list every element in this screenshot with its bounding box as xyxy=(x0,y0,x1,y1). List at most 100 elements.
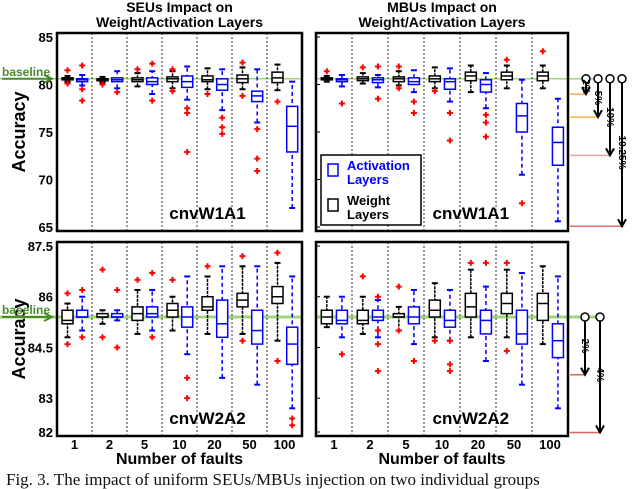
outlier-marker xyxy=(274,249,281,256)
outlier-marker xyxy=(239,337,246,344)
y-tick-label: 85 xyxy=(39,30,53,45)
box-activation xyxy=(443,78,457,91)
y-axis-label: Accuracy xyxy=(9,91,29,172)
outlier-marker xyxy=(359,273,366,280)
outlier-marker xyxy=(169,276,176,283)
outlier-marker xyxy=(219,114,226,121)
panel-title: MBUs Impact on xyxy=(387,0,497,15)
box-activation xyxy=(515,102,529,133)
box-weight xyxy=(356,309,370,325)
outlier-marker xyxy=(254,167,261,174)
panel-label: cnvW1A1 xyxy=(433,204,510,223)
drop-origin-icon xyxy=(593,74,603,84)
outlier-marker xyxy=(395,327,402,334)
outlier-marker xyxy=(323,68,330,75)
box-activation xyxy=(371,309,385,322)
outlier-marker xyxy=(518,200,525,207)
outlier-marker xyxy=(395,283,402,290)
outlier-marker xyxy=(374,368,381,375)
down-arrow-icon xyxy=(595,321,605,435)
down-arrow-icon xyxy=(581,82,591,97)
drop-origin-icon xyxy=(595,312,605,322)
outlier-marker xyxy=(431,88,438,95)
outlier-marker xyxy=(446,361,453,368)
outlier-marker xyxy=(374,327,381,334)
panel-label: cnvW1A1 xyxy=(169,204,246,223)
x-axis-label: Number of faults xyxy=(116,451,243,468)
y-tick-label: 87.5 xyxy=(28,239,53,254)
outlier-marker xyxy=(219,130,226,137)
box-activation xyxy=(335,309,349,325)
outlier-marker xyxy=(374,341,381,348)
y-tick-label: 82 xyxy=(39,425,53,440)
x-tick-label: 10 xyxy=(435,437,449,452)
outlier-marker xyxy=(79,97,86,104)
outlier-marker xyxy=(482,133,489,140)
outlier-marker xyxy=(219,124,226,131)
drop-origin-icon xyxy=(605,74,615,84)
legend-weight-icon xyxy=(327,198,339,212)
outlier-marker xyxy=(99,334,106,341)
box-activation xyxy=(250,309,264,345)
outlier-marker xyxy=(149,60,156,67)
box-activation xyxy=(145,306,159,318)
panel-frame xyxy=(314,31,570,233)
panel-title: Weight/Activation Layers xyxy=(358,14,525,30)
x-tick-label: 100 xyxy=(539,437,561,452)
box-weight xyxy=(61,309,74,325)
box-activation xyxy=(215,299,229,339)
outlier-marker xyxy=(374,63,381,70)
y-tick-label: 65 xyxy=(39,220,53,235)
drop-percentage-label: 19.25% xyxy=(616,136,627,170)
drop-percentage-label: 2% xyxy=(580,79,591,94)
x-tick-label: 10 xyxy=(172,437,186,452)
legend-activation-icon xyxy=(327,163,339,177)
outlier-marker xyxy=(482,111,489,118)
box-activation xyxy=(407,306,421,325)
box-weight xyxy=(536,292,550,322)
outlier-marker xyxy=(114,286,121,293)
baseline-label: baseline xyxy=(2,65,50,79)
box-activation xyxy=(479,79,493,93)
outlier-marker xyxy=(184,110,191,116)
outlier-marker xyxy=(64,341,71,348)
outlier-marker xyxy=(254,155,261,162)
legend-weight-label: Weight xyxy=(347,193,391,208)
outlier-marker xyxy=(64,290,71,297)
panel-label: cnvW2A2 xyxy=(169,409,246,428)
box-activation xyxy=(285,105,299,153)
outlier-marker xyxy=(184,148,191,155)
drop-origin-icon xyxy=(617,74,627,84)
x-tick-label: 20 xyxy=(207,437,221,452)
y-tick-label: 80 xyxy=(39,78,53,93)
outlier-marker xyxy=(114,344,121,351)
x-tick-label: 2 xyxy=(366,437,373,452)
panel-frame xyxy=(55,240,304,438)
outlier-marker xyxy=(149,334,156,341)
x-tick-label: 50 xyxy=(242,437,256,452)
box-activation xyxy=(443,309,457,328)
baseline-arrow-icon xyxy=(2,312,55,322)
box-weight xyxy=(428,299,442,318)
outlier-marker xyxy=(374,95,381,102)
box-activation xyxy=(479,309,493,335)
outlier-marker xyxy=(79,286,86,293)
box-weight xyxy=(201,295,214,312)
outlier-marker xyxy=(289,422,296,429)
outlier-marker xyxy=(254,126,261,133)
outlier-marker xyxy=(79,334,86,341)
box-weight xyxy=(201,75,214,83)
outlier-marker xyxy=(467,259,474,266)
outlier-marker xyxy=(274,357,281,364)
outlier-marker xyxy=(149,270,156,277)
outlier-marker xyxy=(79,86,86,93)
figure-caption: Fig. 3. The impact of uniform SEUs/MBUs … xyxy=(6,470,540,489)
legend-weight-label: Layers xyxy=(347,207,389,222)
outlier-marker xyxy=(274,98,281,105)
panel-title: SEUs Impact on xyxy=(126,0,233,15)
box-activation xyxy=(75,309,89,318)
outlier-marker xyxy=(64,80,71,87)
outlier-marker xyxy=(410,98,417,105)
x-tick-label: 1 xyxy=(330,437,337,452)
x-axis-label: Number of faults xyxy=(378,451,505,468)
